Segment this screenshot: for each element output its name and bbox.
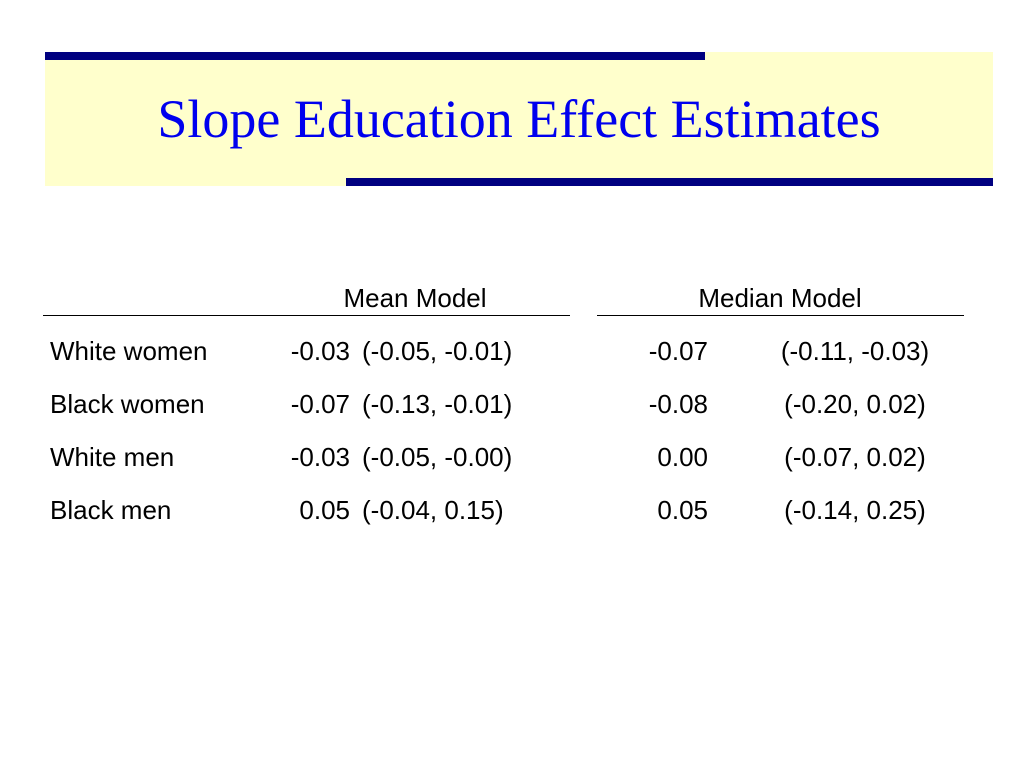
median-confidence-interval: (-0.07, 0.02): [784, 442, 926, 472]
mean-estimate: 0.05: [299, 495, 350, 525]
mean-confidence-interval: (-0.04, 0.15): [362, 495, 504, 525]
slide-title: Slope Education Effect Estimates: [157, 89, 881, 149]
mean-estimate: -0.07: [290, 389, 350, 419]
row-label: White men: [50, 442, 175, 472]
mean-confidence-interval: (-0.05, -0.01): [362, 336, 513, 366]
median-estimate: 0.05: [657, 495, 708, 525]
median-confidence-interval: (-0.14, 0.25): [784, 495, 926, 525]
mean-confidence-interval: (-0.13, -0.01): [362, 389, 513, 419]
median-confidence-interval: (-0.20, 0.02): [784, 389, 926, 419]
mean-estimate: -0.03: [290, 442, 350, 472]
median-estimate: -0.07: [648, 336, 708, 366]
row-label: Black women: [50, 389, 205, 419]
title-top-accent-bar: [45, 52, 705, 60]
header-rule-mean: [43, 315, 570, 316]
mean-confidence-interval: (-0.05, -0.00): [362, 442, 513, 472]
title-bottom-accent-bar: [346, 178, 993, 186]
header-rule-median: [597, 315, 964, 316]
title-background: [45, 52, 993, 186]
row-label: White women: [50, 336, 208, 366]
mean-estimate: -0.03: [290, 336, 350, 366]
median-estimate: -0.08: [648, 389, 708, 419]
median-estimate: 0.00: [657, 442, 708, 472]
column-header-mean-model: Mean Model: [343, 283, 487, 313]
column-header-median-model: Median Model: [698, 283, 862, 313]
row-label: Black men: [50, 495, 172, 525]
median-confidence-interval: (-0.11, -0.03): [780, 336, 930, 366]
